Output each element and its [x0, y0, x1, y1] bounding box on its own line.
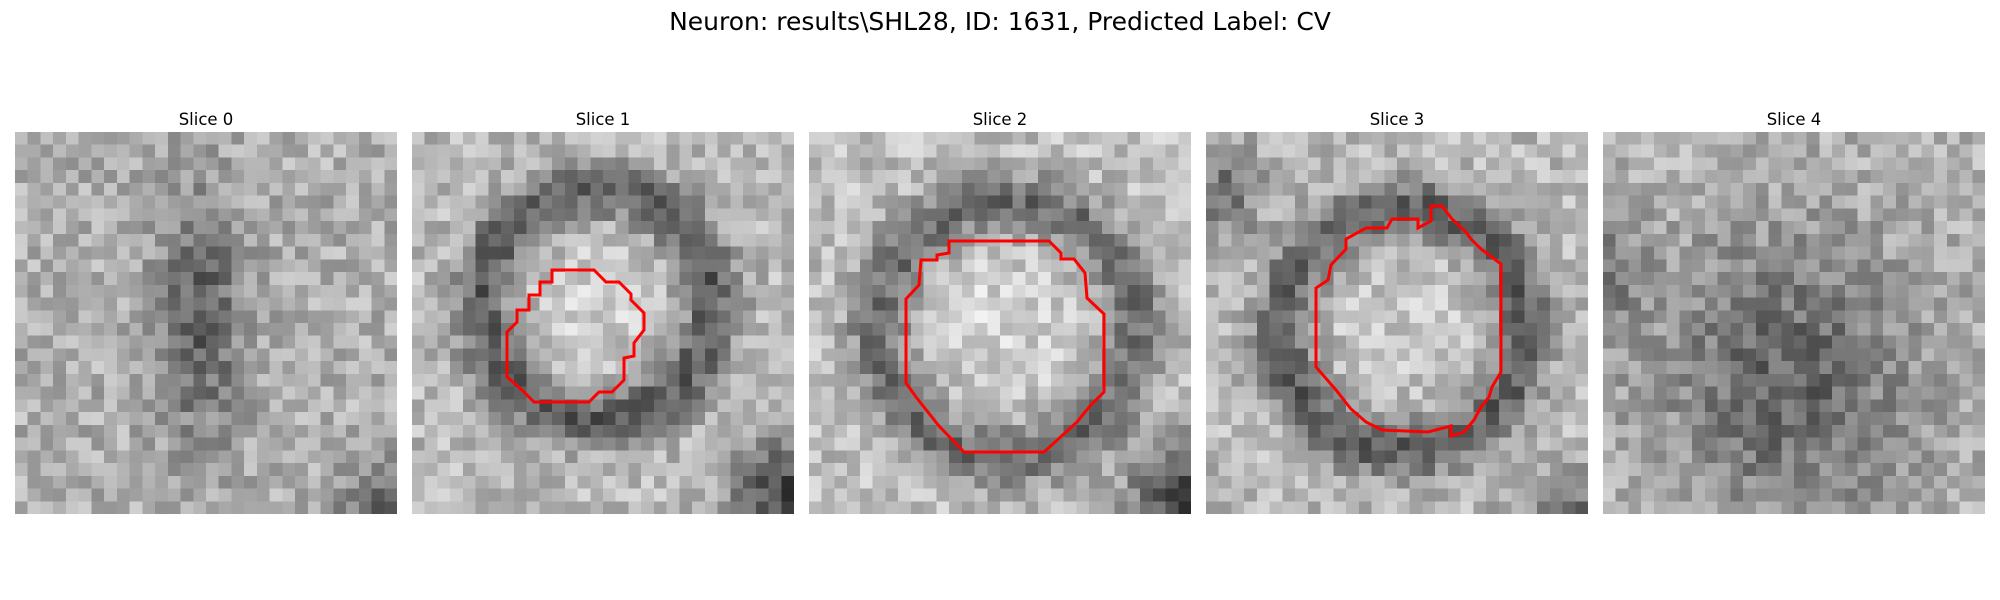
slice-3-image [1206, 132, 1588, 514]
slice-0-panel: Slice 0 [15, 108, 397, 514]
slice-3-title: Slice 3 [1369, 110, 1425, 129]
slice-3-panel: Slice 3 [1206, 108, 1588, 514]
slice-4-image [1603, 132, 1985, 514]
slice-0-image [15, 132, 397, 514]
slice-2-title: Slice 2 [972, 110, 1028, 129]
slice-4-panel: Slice 4 [1603, 108, 1985, 514]
slice-0-title: Slice 0 [178, 110, 234, 129]
figure-title: Neuron: results\SHL28, ID: 1631, Predict… [669, 7, 1331, 36]
slice-1-image [412, 132, 794, 514]
slice-1-title: Slice 1 [575, 110, 631, 129]
slice-1-panel: Slice 1 [412, 108, 794, 514]
slice-3-contour [1314, 204, 1503, 439]
slice-2-panel: Slice 2 [809, 108, 1191, 514]
slice-2-image [809, 132, 1191, 514]
slice-4-title: Slice 4 [1766, 110, 1822, 129]
slice-1-contour [505, 268, 646, 404]
slice-2-contour [904, 239, 1106, 454]
